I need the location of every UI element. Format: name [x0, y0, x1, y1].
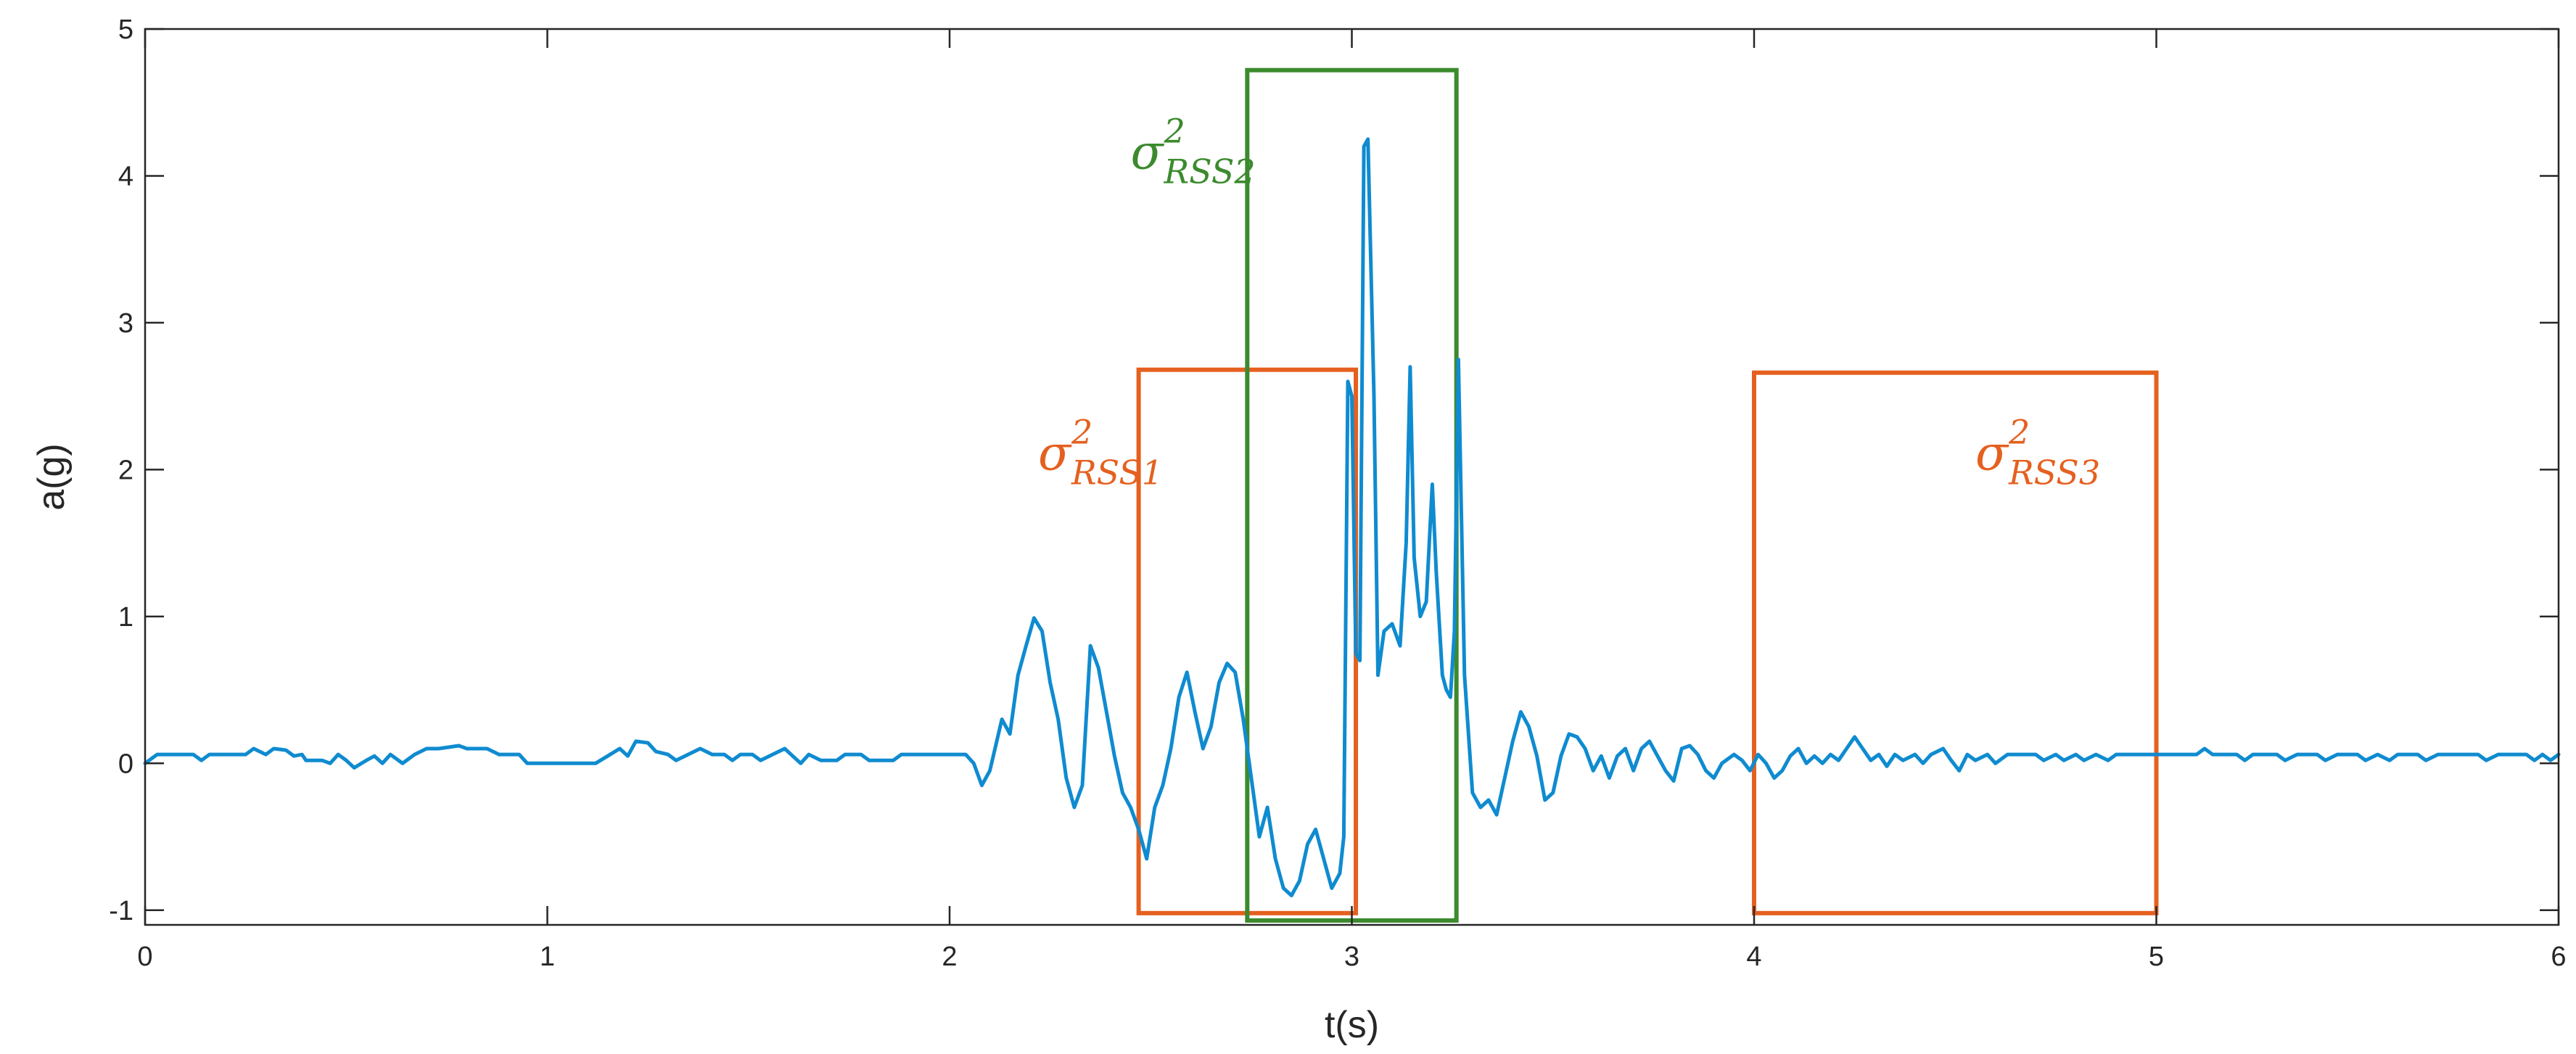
analysis-windows: [1136, 67, 2159, 923]
y-tick-label-1: 0: [118, 749, 133, 779]
y-tick-label-2: 1: [118, 602, 133, 633]
x-axis-label: t(s): [1325, 1004, 1379, 1046]
label-sup: 2: [1164, 111, 1185, 150]
label-base: σ: [1131, 124, 1165, 180]
window-rect-3: [1752, 370, 2159, 915]
label-base: σ: [1038, 425, 1072, 481]
signal-series: [143, 137, 2561, 897]
series-line-1: [143, 137, 2561, 897]
label-sub: RSS2: [1164, 152, 1256, 191]
label-sub: RSS3: [2008, 453, 2100, 492]
y-tick-label-6: 5: [118, 15, 133, 45]
x-tick-label-4: 4: [1746, 942, 1761, 972]
x-tick-label-3: 3: [1344, 942, 1359, 972]
x-tick-label-0: 0: [137, 942, 152, 972]
y-tick-label-4: 3: [118, 308, 133, 339]
y-tick-label-3: 2: [118, 455, 133, 485]
y-axis-label: a(g): [30, 443, 73, 510]
x-tick-label-5: 5: [2149, 942, 2164, 972]
label-base: σ: [1975, 425, 2009, 481]
y-tick-label-0: -1: [109, 896, 133, 926]
x-tick-label-6: 6: [2551, 942, 2566, 972]
x-tick-label-2: 2: [942, 942, 957, 972]
x-tick-label-1: 1: [540, 942, 555, 972]
y-tick-label-5: 4: [118, 161, 133, 192]
label-sup: 2: [1071, 412, 1092, 451]
label-sup: 2: [2008, 412, 2030, 451]
label-sub: RSS1: [1071, 453, 1163, 492]
